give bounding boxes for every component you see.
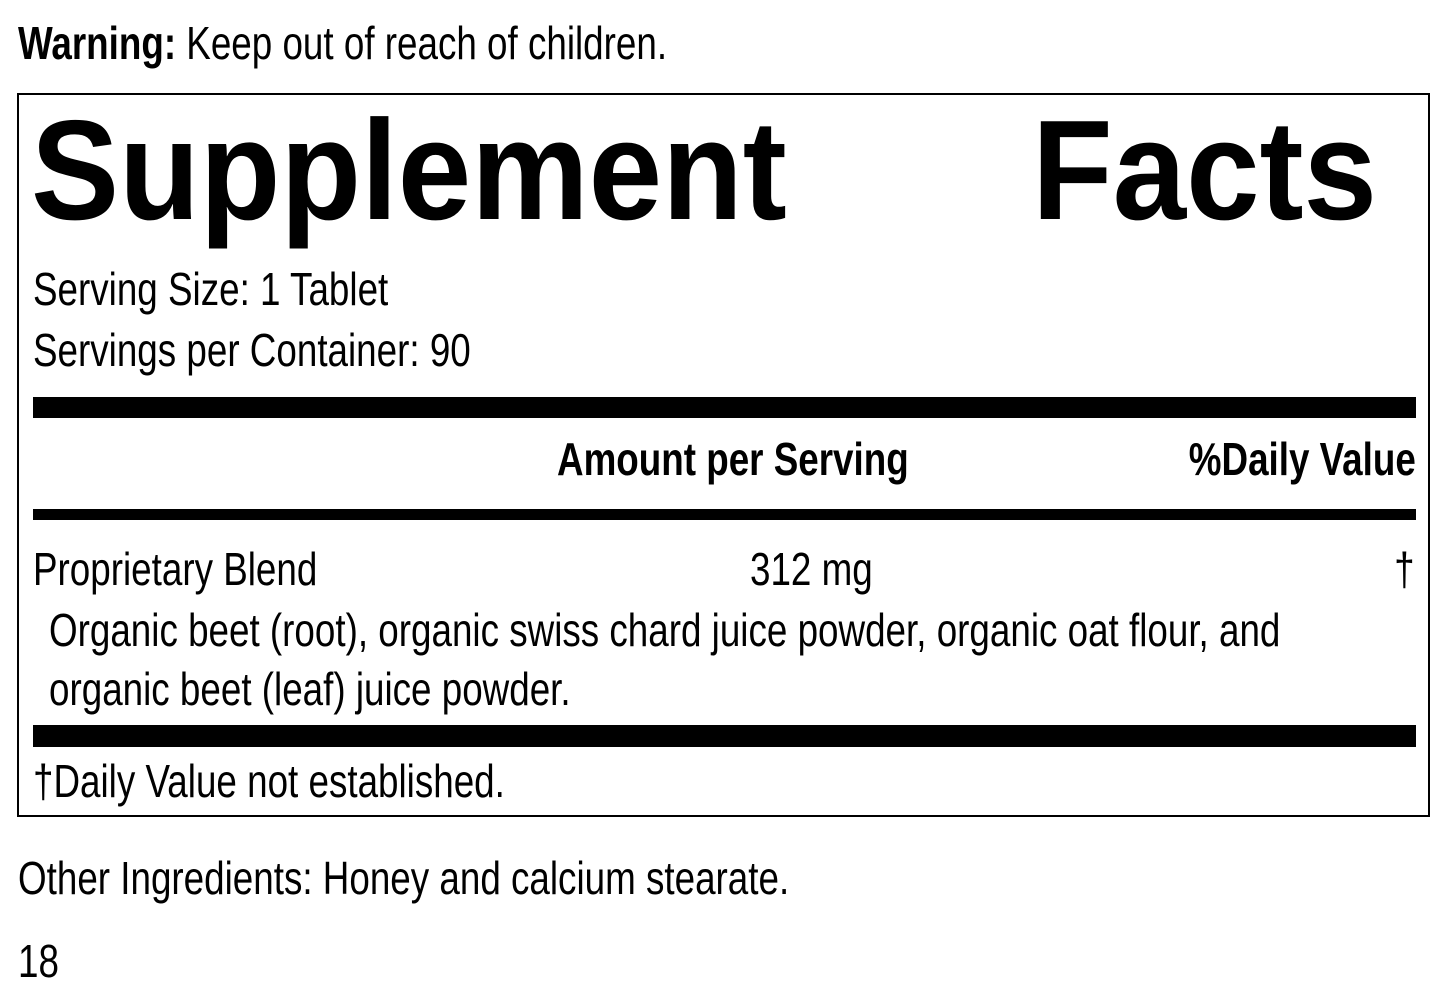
footnote: †Daily Value not established. [33,755,505,807]
amount-per-serving-header: Amount per Serving [557,433,909,485]
other-ingredients: Other Ingredients: Honey and calcium ste… [18,852,790,904]
warning-text: Warning: Keep out of reach of children. [18,20,829,66]
panel-title-facts: Facts [1032,91,1377,250]
thick-divider [33,397,1416,418]
ingredient-daily-value: † [1394,543,1415,595]
daily-value-header: %Daily Value [1188,433,1416,485]
thick-divider-bottom [33,725,1416,747]
servings-per-container: Servings per Container: 90 [33,324,471,376]
ingredient-name: Proprietary Blend [33,543,318,595]
medium-divider [33,509,1416,520]
blend-ingredients-line-1: Organic beet (root), organic swiss chard… [49,604,1281,656]
panel-title-supplement: Supplement [31,91,787,250]
warning-label: Warning: [18,17,177,69]
page-number: 18 [18,935,59,987]
supplement-facts-panel [17,93,1430,817]
blend-ingredients-line-2: organic beet (leaf) juice powder. [49,663,571,715]
warning-message: Keep out of reach of children. [176,17,668,69]
ingredient-amount: 312 mg [750,543,873,595]
serving-size: Serving Size: 1 Tablet [33,263,389,315]
